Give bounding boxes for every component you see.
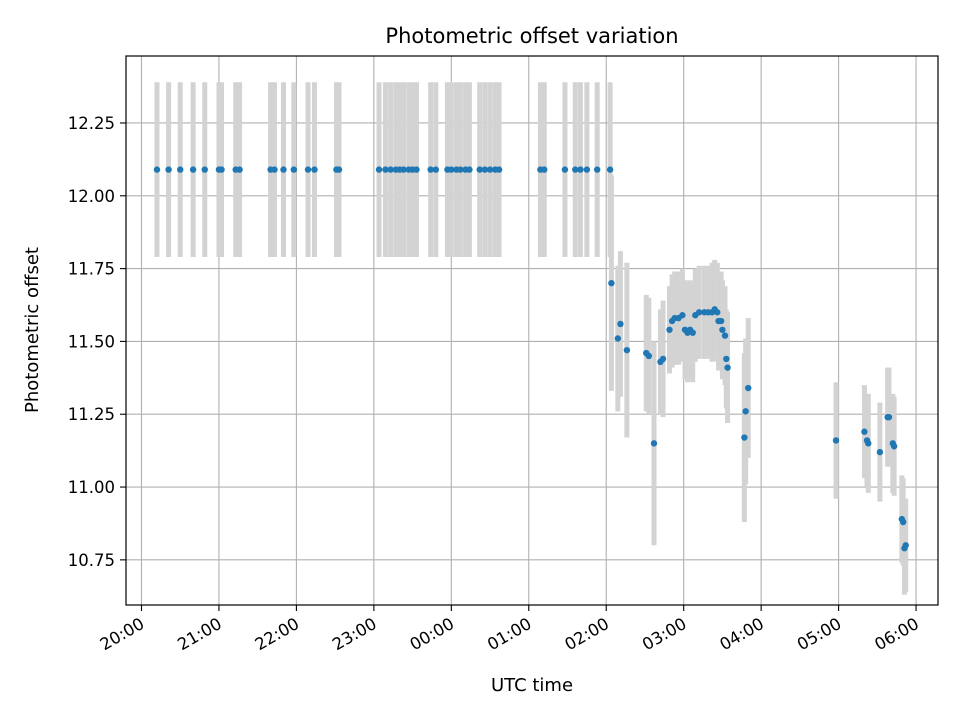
data-point	[659, 355, 667, 363]
data-point	[481, 166, 489, 173]
data-point	[865, 440, 872, 447]
data-point	[899, 518, 907, 526]
data-point	[457, 166, 464, 173]
data-points	[153, 166, 909, 552]
data-point	[885, 413, 893, 421]
data-point	[382, 166, 389, 173]
data-point	[583, 166, 591, 173]
data-point	[432, 166, 440, 173]
y-tick-label: 12.00	[68, 187, 115, 206]
data-point	[304, 166, 312, 173]
data-point	[271, 166, 278, 173]
data-point	[714, 309, 721, 316]
data-point	[466, 166, 473, 173]
data-point	[486, 166, 494, 173]
y-axis-label: Photometric offset	[22, 247, 43, 413]
data-point	[335, 166, 343, 173]
y-tick-label: 11.00	[68, 478, 115, 497]
data-point	[400, 166, 407, 173]
data-point	[280, 166, 287, 173]
data-point	[679, 312, 686, 319]
data-point	[689, 329, 696, 336]
data-point	[717, 317, 725, 325]
data-point	[724, 364, 731, 371]
data-point	[861, 428, 868, 435]
data-point	[902, 542, 909, 549]
chart-title: Photometric offset variation	[385, 24, 678, 48]
data-point	[614, 335, 622, 342]
data-point	[177, 166, 184, 173]
data-point	[153, 166, 161, 173]
x-axis-label: UTC time	[491, 675, 573, 696]
data-point	[427, 166, 434, 173]
y-tick-label: 11.50	[68, 332, 115, 351]
data-point	[832, 437, 840, 444]
data-point	[448, 166, 455, 173]
grid	[126, 56, 938, 605]
data-point	[623, 346, 631, 354]
data-point	[189, 166, 197, 173]
data-point	[695, 309, 703, 316]
data-point	[645, 352, 653, 360]
data-point	[375, 166, 383, 173]
data-point	[745, 384, 752, 392]
data-point	[495, 166, 503, 173]
data-point	[413, 166, 420, 173]
y-tick-label: 11.75	[68, 260, 115, 279]
data-point	[876, 448, 884, 456]
data-point	[236, 166, 243, 173]
data-point	[201, 166, 208, 173]
data-point	[311, 166, 318, 173]
data-point	[608, 279, 615, 287]
y-tick-label: 11.25	[68, 405, 115, 424]
data-point	[617, 320, 624, 328]
data-point	[476, 166, 483, 173]
data-point	[561, 166, 569, 173]
data-point	[721, 332, 729, 339]
data-point	[741, 434, 748, 441]
data-point	[165, 166, 172, 173]
data-point	[742, 408, 749, 415]
data-point	[606, 166, 614, 173]
plot-frame	[125, 55, 939, 606]
data-point	[572, 166, 579, 173]
data-point	[650, 440, 658, 447]
data-point	[541, 166, 548, 173]
data-point	[290, 166, 298, 173]
y-tick-label: 10.75	[68, 551, 115, 570]
data-point	[890, 443, 898, 450]
data-point	[593, 166, 601, 173]
data-point	[723, 355, 730, 363]
data-point	[387, 166, 394, 173]
data-point	[666, 326, 673, 333]
data-point	[577, 166, 584, 173]
y-tick-label: 12.25	[68, 114, 115, 133]
data-point	[719, 326, 726, 333]
data-point	[218, 166, 225, 173]
